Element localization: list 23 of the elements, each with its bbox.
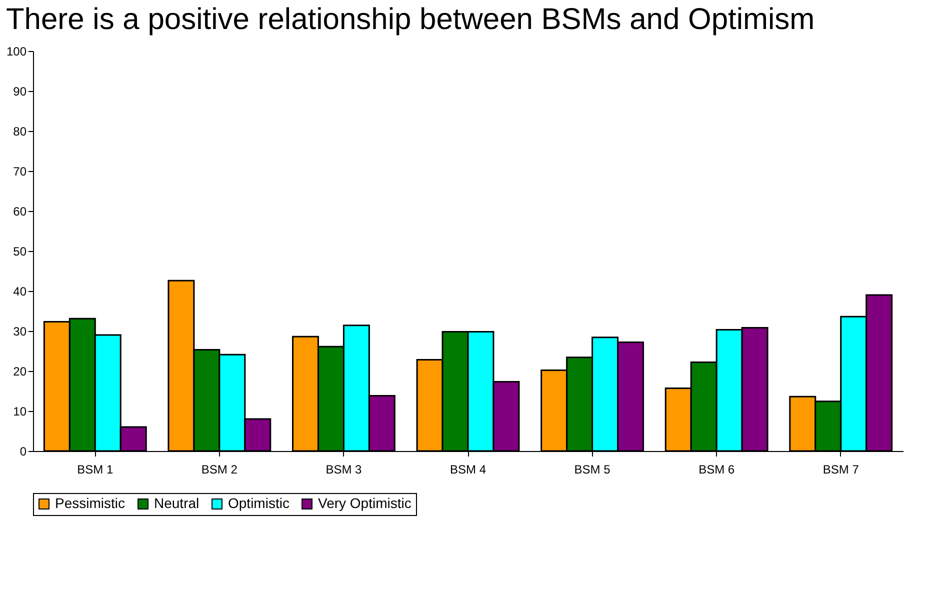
- legend-label: Very Optimistic: [318, 495, 412, 511]
- y-tick-label: 10: [13, 404, 27, 418]
- y-tick-label: 40: [13, 284, 27, 298]
- x-tick-label: BSM 3: [326, 462, 362, 476]
- x-tick-label: BSM 1: [77, 462, 114, 476]
- y-tick-label: 90: [13, 84, 27, 98]
- y-tick-label: 20: [13, 364, 27, 378]
- y-tick-label: 60: [13, 204, 27, 218]
- legend-label: Neutral: [154, 495, 200, 511]
- chart-title: There is a positive relationship between BSMs and Optimism: [6, 3, 815, 36]
- legend-label: Optimistic: [228, 495, 290, 511]
- y-tick-label: 50: [13, 244, 27, 258]
- y-tick-label: 100: [6, 44, 27, 58]
- x-tick-label: BSM 6: [698, 462, 735, 476]
- x-tick-label: BSM 7: [822, 462, 860, 476]
- y-tick-label: 80: [13, 124, 27, 138]
- y-tick-label: 30: [13, 324, 27, 338]
- x-tick-label: BSM 4: [450, 462, 486, 476]
- x-tick-label: BSM 2: [201, 462, 238, 476]
- legend-label: Pessimistic: [55, 495, 126, 511]
- y-tick-label: 0: [20, 444, 27, 458]
- y-tick-label: 70: [13, 164, 27, 178]
- x-tick-label: BSM 5: [574, 462, 611, 476]
